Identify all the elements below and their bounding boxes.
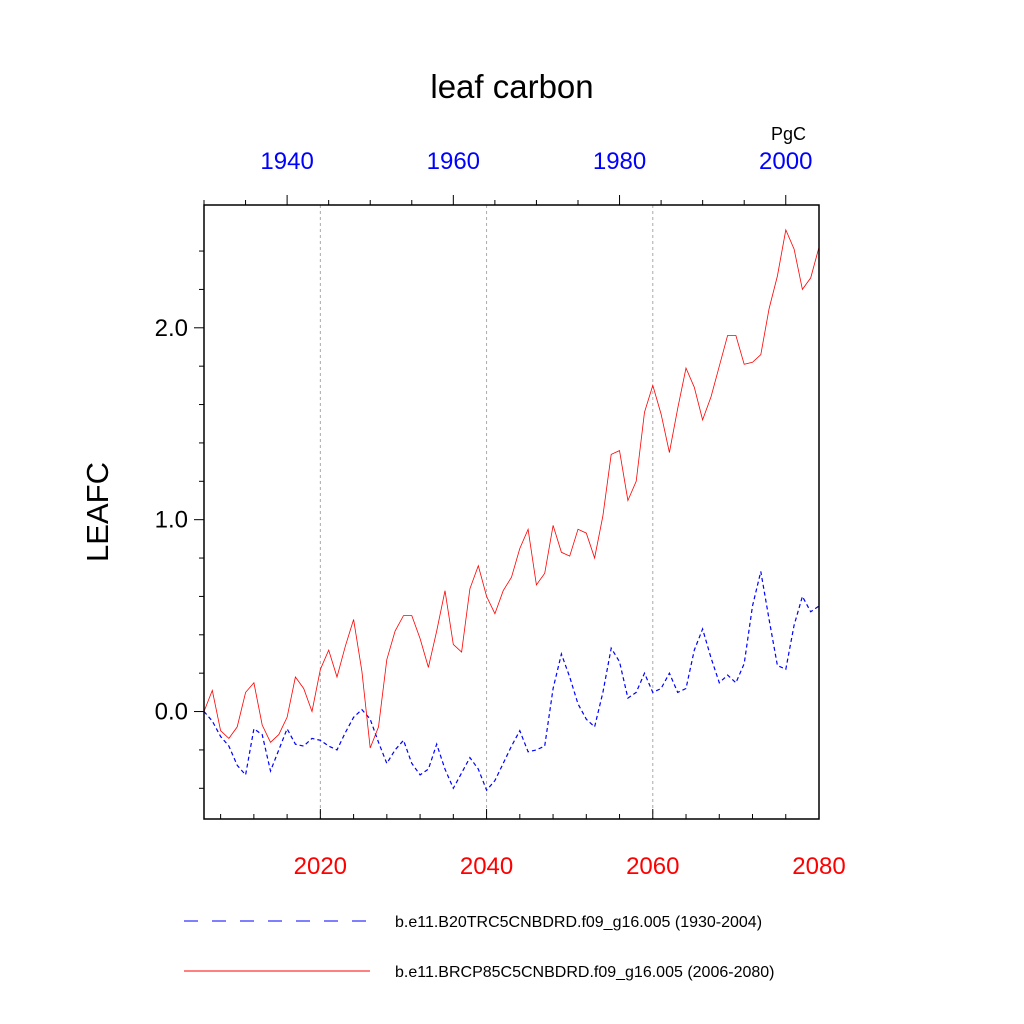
units-label: PgC: [771, 124, 806, 144]
series-line-historical: [203, 571, 820, 792]
y-tick-label: 2.0: [155, 315, 188, 342]
y-tick-label: 1.0: [155, 507, 188, 534]
x-bottom-tick-label: 2080: [792, 853, 845, 880]
legend: b.e11.B20TRC5CNBDRD.f09_g16.005 (1930-20…: [184, 914, 774, 981]
x-bottom-tick-label: 2040: [460, 853, 513, 880]
x-bottom-tick-label: 2060: [626, 853, 679, 880]
chart-title: leaf carbon: [430, 68, 593, 105]
y-tick-label: 0.0: [155, 699, 188, 726]
x-top-tick-label: 1980: [593, 148, 646, 175]
plot-frame: [203, 204, 820, 820]
x-top-tick-label: 1960: [427, 148, 480, 175]
legend-label-rcp85: b.e11.BRCP85C5CNBDRD.f09_g16.005 (2006-2…: [395, 964, 774, 981]
series-line-rcp85: [203, 228, 820, 749]
legend-label-historical: b.e11.B20TRC5CNBDRD.f09_g16.005 (1930-20…: [395, 914, 762, 931]
y-axis-label: LEAFC: [80, 462, 115, 562]
x-top-tick-label: 2000: [759, 148, 812, 175]
x-top-tick-label: 1940: [260, 148, 313, 175]
x-bottom-tick-label: 2020: [294, 853, 347, 880]
